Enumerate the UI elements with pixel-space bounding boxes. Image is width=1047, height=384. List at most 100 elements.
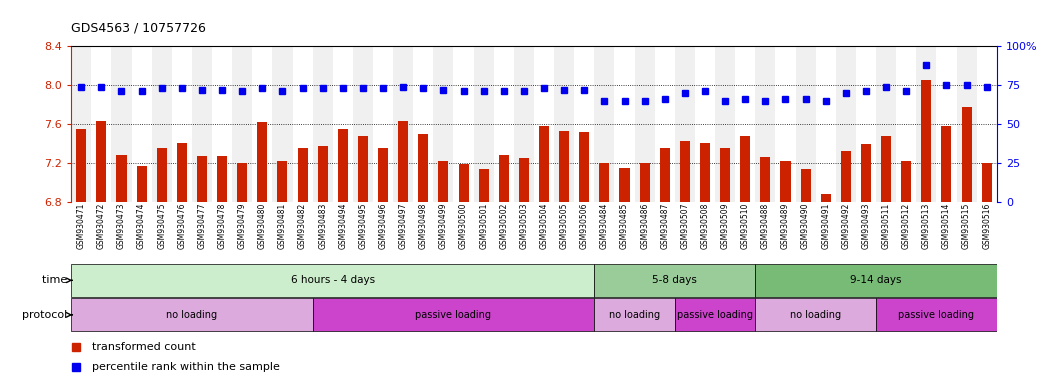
- Bar: [855, 46, 876, 202]
- Bar: [595, 298, 675, 331]
- Bar: [252, 46, 272, 202]
- Text: no loading: no loading: [166, 310, 218, 320]
- Bar: [132, 46, 152, 202]
- Bar: [841, 151, 851, 202]
- Bar: [599, 163, 609, 202]
- Bar: [680, 141, 690, 202]
- Bar: [836, 46, 855, 202]
- Bar: [700, 143, 710, 202]
- Bar: [901, 161, 911, 202]
- Bar: [439, 161, 448, 202]
- Bar: [861, 144, 871, 202]
- Bar: [152, 46, 172, 202]
- Bar: [620, 167, 629, 202]
- Bar: [760, 157, 771, 202]
- Text: 9-14 days: 9-14 days: [850, 275, 901, 285]
- Bar: [921, 80, 932, 202]
- Bar: [71, 298, 313, 331]
- Bar: [473, 46, 494, 202]
- Text: GDS4563 / 10757726: GDS4563 / 10757726: [71, 22, 206, 35]
- Text: passive loading: passive loading: [898, 310, 975, 320]
- Bar: [615, 46, 634, 202]
- Text: passive loading: passive loading: [416, 310, 491, 320]
- Bar: [91, 46, 111, 202]
- Bar: [414, 46, 433, 202]
- Bar: [172, 46, 192, 202]
- Bar: [116, 155, 127, 202]
- Bar: [258, 122, 267, 202]
- Bar: [197, 156, 207, 202]
- Bar: [579, 132, 589, 202]
- Bar: [338, 129, 348, 202]
- Bar: [232, 46, 252, 202]
- Bar: [393, 46, 414, 202]
- Bar: [982, 163, 992, 202]
- Bar: [821, 194, 830, 202]
- Bar: [776, 46, 796, 202]
- Bar: [534, 46, 554, 202]
- Bar: [71, 264, 595, 297]
- Bar: [71, 46, 91, 202]
- Bar: [961, 107, 972, 202]
- Bar: [292, 46, 313, 202]
- Bar: [313, 298, 595, 331]
- Bar: [796, 46, 816, 202]
- Bar: [498, 155, 509, 202]
- Bar: [559, 131, 570, 202]
- Bar: [238, 163, 247, 202]
- Bar: [916, 46, 936, 202]
- Bar: [595, 46, 615, 202]
- Bar: [554, 46, 574, 202]
- Bar: [876, 46, 896, 202]
- Bar: [801, 169, 810, 202]
- Bar: [76, 129, 86, 202]
- Text: protocol: protocol: [22, 310, 71, 320]
- Bar: [634, 46, 654, 202]
- Bar: [459, 164, 469, 202]
- Bar: [297, 148, 308, 202]
- Text: 5-8 days: 5-8 days: [652, 275, 697, 285]
- Bar: [514, 46, 534, 202]
- Bar: [418, 134, 428, 202]
- Bar: [595, 264, 755, 297]
- Bar: [755, 264, 997, 297]
- Bar: [735, 46, 755, 202]
- Bar: [876, 298, 997, 331]
- Bar: [720, 148, 730, 202]
- Bar: [780, 161, 790, 202]
- Text: passive loading: passive loading: [677, 310, 753, 320]
- Bar: [157, 148, 166, 202]
- Bar: [494, 46, 514, 202]
- Bar: [433, 46, 453, 202]
- Bar: [755, 46, 776, 202]
- Bar: [695, 46, 715, 202]
- Text: percentile rank within the sample: percentile rank within the sample: [91, 362, 280, 372]
- Bar: [313, 46, 333, 202]
- Bar: [977, 46, 997, 202]
- Bar: [217, 156, 227, 202]
- Bar: [478, 169, 489, 202]
- Bar: [96, 121, 107, 202]
- Text: no loading: no loading: [790, 310, 841, 320]
- Text: no loading: no loading: [609, 310, 661, 320]
- Bar: [816, 46, 836, 202]
- Bar: [896, 46, 916, 202]
- Bar: [177, 143, 186, 202]
- Bar: [640, 163, 649, 202]
- Bar: [111, 46, 132, 202]
- Bar: [654, 46, 675, 202]
- Bar: [373, 46, 393, 202]
- Bar: [272, 46, 292, 202]
- Bar: [740, 136, 751, 202]
- Bar: [574, 46, 595, 202]
- Bar: [192, 46, 213, 202]
- Bar: [317, 146, 328, 202]
- Bar: [519, 158, 529, 202]
- Bar: [398, 121, 408, 202]
- Bar: [675, 46, 695, 202]
- Bar: [213, 46, 232, 202]
- Bar: [353, 46, 373, 202]
- Bar: [660, 148, 670, 202]
- Bar: [358, 136, 367, 202]
- Bar: [941, 126, 952, 202]
